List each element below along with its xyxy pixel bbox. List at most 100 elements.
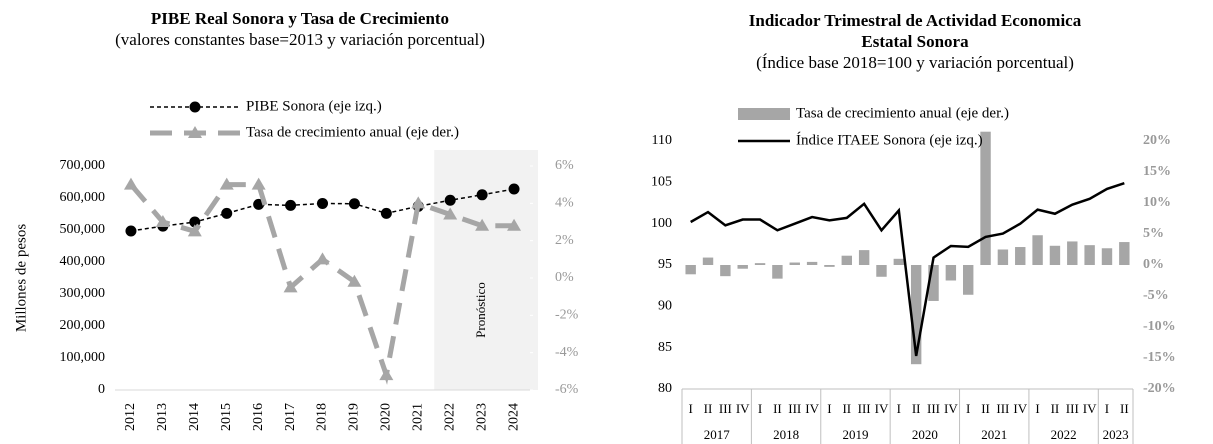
y2-tick-label: 6% [555, 158, 574, 173]
marker [123, 177, 138, 190]
marker [155, 215, 170, 227]
y2-tick-label: -20% [1143, 381, 1176, 396]
bar [1049, 245, 1061, 265]
x-tick-label: III [788, 401, 801, 416]
y2-tick-label: -2% [555, 308, 579, 323]
x-tick-label: II [842, 401, 851, 416]
y-tick-label: 400,000 [60, 254, 106, 269]
bar [702, 257, 714, 265]
x-tick-label: II [981, 401, 990, 416]
chart-subtitle: (Índice base 2018=100 y variación porcen… [756, 53, 1074, 72]
legend-label: PIBE Sonora (eje izq.) [246, 98, 382, 114]
marker [251, 177, 266, 190]
y2-tick-label: -6% [555, 382, 579, 397]
x-tick-label: 2019 [347, 403, 362, 431]
bar [876, 265, 887, 277]
bar [1119, 242, 1130, 265]
x-group-label: 2023 [1103, 427, 1129, 442]
y-tick-label: 0 [98, 382, 105, 397]
y2-tick-label: -5% [1143, 288, 1169, 303]
bar [910, 265, 922, 365]
bar [1067, 241, 1078, 265]
y-tick-label: 100 [651, 216, 672, 231]
x-tick-label: I [689, 401, 693, 416]
marker [476, 189, 488, 201]
x-group-label: 2021 [981, 427, 1007, 442]
y-tick-label: 700,000 [60, 158, 106, 173]
marker [347, 274, 362, 287]
y-tick-label: 90 [658, 299, 672, 314]
bar [980, 131, 991, 265]
x-group-label: 2022 [1051, 427, 1077, 442]
x-tick-label: 2013 [155, 403, 170, 431]
x-tick-label: 2020 [379, 403, 394, 431]
x-tick-label: IV [875, 401, 889, 416]
legend-label: Tasa de crecimiento anual (eje der.) [246, 124, 459, 140]
x-tick-label: II [1051, 401, 1060, 416]
bar [858, 250, 870, 265]
x-tick-label: II [773, 401, 782, 416]
x-group-label: 2017 [704, 427, 731, 442]
y-axis-label: Millones de pesos [13, 224, 29, 332]
y-tick-label: 105 [651, 175, 672, 190]
legend-label: Tasa de crecimiento anual (eje der.) [796, 105, 1009, 121]
bar [1101, 248, 1113, 265]
marker [317, 197, 328, 209]
x-tick-label: IV [805, 401, 819, 416]
x-tick-label: 2024 [506, 403, 521, 431]
y2-tick-label: -4% [555, 345, 579, 360]
marker [221, 207, 233, 219]
legend-label: Índice ITAEE Sonora (eje izq.) [796, 131, 983, 148]
y2-tick-label: 20% [1143, 133, 1171, 148]
x-tick-label: IV [1083, 401, 1097, 416]
x-tick-label: III [996, 401, 1009, 416]
x-tick-label: III [719, 401, 732, 416]
marker [379, 368, 394, 381]
y-tick-label: 95 [658, 257, 672, 272]
bar [1015, 247, 1026, 265]
x-tick-label: I [758, 401, 762, 416]
left-title-block: PIBE Real Sonora y Tasa de Crecimiento (… [100, 8, 500, 50]
marker [219, 177, 234, 190]
x-tick-label: III [1066, 401, 1079, 416]
x-tick-label: IV [736, 401, 750, 416]
y-tick-label: 110 [652, 133, 672, 148]
y2-tick-label: -15% [1143, 350, 1176, 365]
chart-title: PIBE Real Sonora y Tasa de Crecimiento [150, 9, 450, 28]
marker [315, 252, 330, 265]
marker [443, 207, 458, 220]
x-tick-label: I [897, 401, 901, 416]
right-title-block: Indicador Trimestral de Actividad Econom… [725, 10, 1105, 73]
x-tick-label: 2012 [123, 403, 138, 431]
legend-marker [188, 126, 202, 138]
marker [187, 224, 202, 237]
x-tick-label: I [1105, 401, 1109, 416]
y-tick-label: 100,000 [60, 350, 106, 365]
x-tick-label: 2015 [219, 403, 234, 431]
x-tick-label: I [1035, 401, 1039, 416]
marker [380, 207, 392, 219]
x-tick-label: I [827, 401, 831, 416]
bar [1032, 235, 1043, 265]
y2-tick-label: 15% [1143, 164, 1171, 179]
y-tick-label: 80 [658, 381, 672, 396]
bar [720, 265, 731, 277]
marker [285, 199, 297, 211]
y2-tick-label: 2% [555, 233, 574, 248]
marker [283, 280, 298, 293]
y-tick-label: 600,000 [60, 190, 106, 205]
marker [125, 225, 137, 237]
x-tick-label: IV [1013, 401, 1027, 416]
x-tick-label: 2018 [315, 403, 330, 431]
y2-tick-label: -10% [1143, 319, 1176, 334]
y2-tick-label: 0% [1143, 257, 1164, 272]
bar [789, 262, 800, 265]
bar [841, 255, 852, 265]
bar [1084, 245, 1095, 265]
marker [348, 198, 360, 210]
x-group-label: 2018 [773, 427, 799, 442]
bar [997, 249, 1009, 265]
bar [685, 265, 696, 275]
